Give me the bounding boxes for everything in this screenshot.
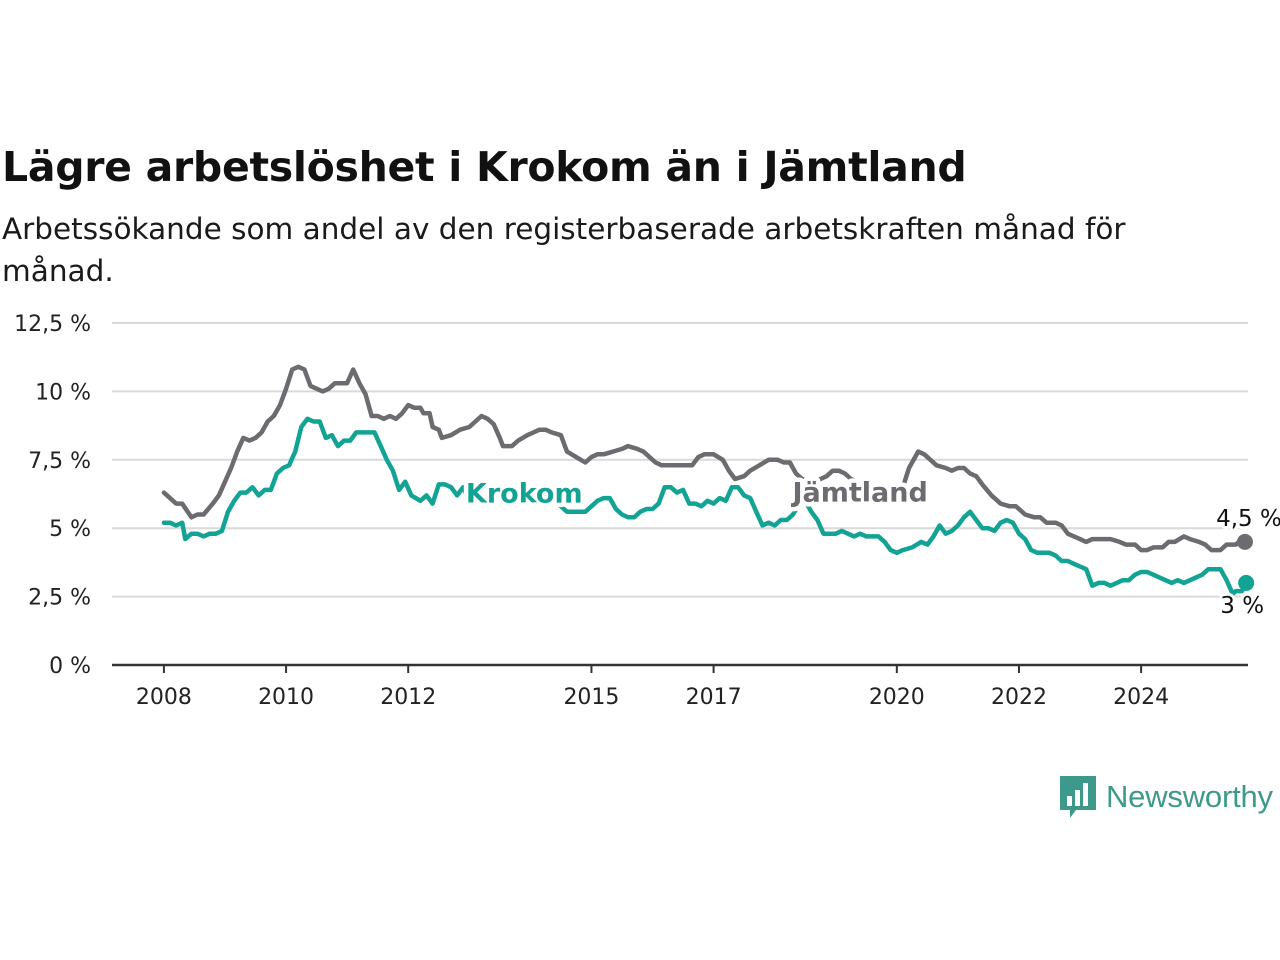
- x-tick-label: 2012: [380, 685, 436, 710]
- series-line-krokom: [161, 416, 1249, 597]
- x-tick-label: 2015: [563, 685, 619, 710]
- x-tick-label: 2022: [991, 685, 1047, 710]
- series-line-jmtland: [161, 364, 1248, 553]
- logo-text: Newsworthy: [1106, 779, 1273, 814]
- y-tick-label: 12,5 %: [14, 312, 91, 337]
- y-tick-label: 7,5 %: [28, 449, 91, 474]
- series-label-jamtland: Jämtland: [791, 477, 928, 508]
- series-label-krokom: Krokom: [466, 479, 583, 510]
- newsworthy-logo: Newsworthy: [1058, 774, 1273, 820]
- x-tick-label: 2017: [686, 685, 742, 710]
- x-tick-label: 2020: [869, 685, 925, 710]
- chart-bubble-icon: [1060, 776, 1096, 818]
- y-tick-label: 0 %: [49, 654, 91, 679]
- x-tick-label: 2024: [1113, 685, 1169, 710]
- end-value-label-jamtland: 4,5 %: [1216, 506, 1280, 532]
- y-tick-label: 5 %: [49, 517, 91, 542]
- x-tick-label: 2010: [258, 685, 314, 710]
- y-tick-label: 10 %: [35, 380, 91, 405]
- chart-subtitle: Arbetssökande som andel av den registerb…: [2, 212, 1126, 288]
- y-tick-label: 2,5 %: [28, 586, 91, 611]
- end-value-label-krokom: 3 %: [1220, 593, 1264, 619]
- series-end-point: [1238, 574, 1255, 591]
- series-end-point: [1236, 533, 1253, 550]
- x-tick-label: 2008: [136, 685, 192, 710]
- chart-title: Lägre arbetslöshet i Krokom än i Jämtlan…: [2, 143, 967, 191]
